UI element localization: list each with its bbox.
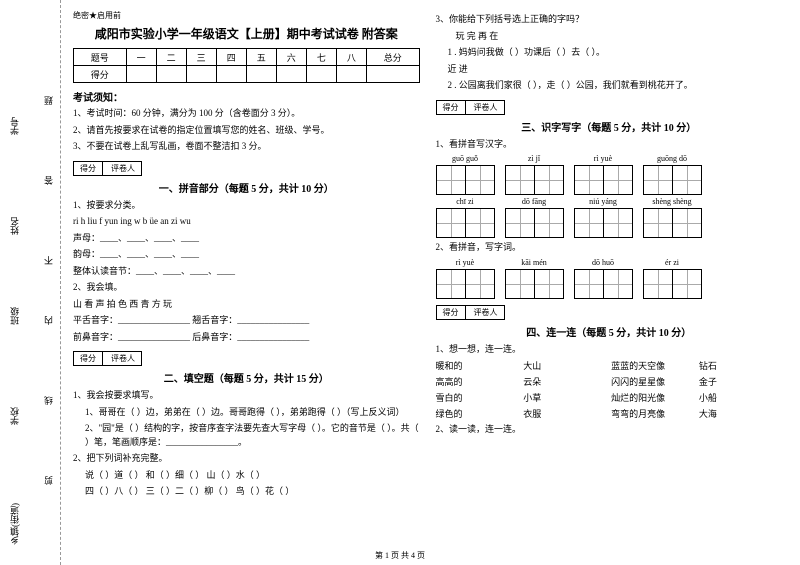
char-box[interactable] [643, 165, 672, 195]
right-column: 3、你能给下列括号选上正确的字吗？ 玩 完 再 在 1 . 妈妈问我做（ ）功课… [428, 10, 791, 545]
char-box[interactable] [436, 208, 465, 238]
char-grid-row: guō guǒ zì jǐ rì yuè guōng dō [436, 154, 783, 195]
notice-header: 考试须知： [73, 89, 420, 104]
char-box[interactable] [505, 165, 534, 195]
section-2-title: 二、填空题（每题 5 分，共计 15 分） [73, 370, 420, 385]
sidebar-marker-4: 不 [42, 256, 55, 265]
blank-line: 说（ ）道（ ） 和（ ）细（ ） 山（ ）水（ ） [85, 469, 420, 483]
char-box[interactable] [436, 165, 465, 195]
q-text: 1、看拼音写汉字。 [436, 138, 783, 152]
char-box[interactable] [534, 269, 564, 299]
char-box[interactable] [672, 269, 702, 299]
char-box[interactable] [465, 208, 495, 238]
section-1-title: 一、拼音部分（每题 5 分，共计 10 分） [73, 180, 420, 195]
sidebar-name: 姓名 [8, 217, 21, 235]
blank-line: 四（ ）八（ ） 三（ ）二（ ）柳（ ） 鸟（ ）花（ ） [85, 485, 420, 499]
char-box[interactable] [603, 208, 633, 238]
pinyin-list: ri h liu f yun ing w b üe an zi wu [73, 215, 420, 229]
char-box[interactable] [672, 208, 702, 238]
q-text: 1、想一想，连一连。 [436, 343, 783, 357]
th: 二 [156, 49, 186, 66]
th: 三 [186, 49, 216, 66]
char-box[interactable] [672, 165, 702, 195]
binding-sidebar: 乡镇(街道) 学校 班级 姓名 学号 剪 线 内 不 答 题 [0, 0, 61, 565]
q-text: 2、我会填。 [73, 281, 420, 295]
sidebar-id: 学号 [8, 117, 21, 135]
blank-line: 前鼻音字：________________ 后鼻音字：_____________… [73, 331, 420, 345]
score-box: 得分 评卷人 [73, 161, 142, 176]
char-grid-row: chī zi dō fāng niú yáng shèng shèng [436, 197, 783, 238]
q-text: 3、你能给下列括号选上正确的字吗？ [436, 13, 783, 27]
sidebar-marker-2: 线 [42, 396, 55, 405]
section-4-title: 四、连一连（每题 5 分，共计 10 分） [436, 324, 783, 339]
sidebar-marker-6: 题 [42, 96, 55, 105]
th: 五 [246, 49, 276, 66]
score-box: 得分 评卷人 [73, 351, 142, 366]
char-box[interactable] [534, 165, 564, 195]
th: 七 [306, 49, 336, 66]
char-box[interactable] [465, 165, 495, 195]
match-row: 绿色的衣服弯弯的月亮像大海 [436, 407, 783, 420]
blank-line: 整体认读音节：____、____、____、____ [73, 265, 420, 279]
td: 得分 [74, 66, 127, 83]
char-list: 山 看 声 拍 色 西 青 方 玩 [73, 298, 420, 312]
char-box[interactable] [505, 269, 534, 299]
q-text: 1、我会按要求填写。 [73, 389, 420, 403]
char-box[interactable] [534, 208, 564, 238]
left-column: 绝密★启用前 咸阳市实验小学一年级语文【上册】期中考试试卷 附答案 题号 一 二… [65, 10, 428, 545]
page-footer: 第 1 页 共 4 页 [0, 550, 800, 561]
th: 一 [126, 49, 156, 66]
blank-line: 2 . 公园离我们家很（ ），走（ ）公园，我们就看到桃花开了。 [448, 79, 783, 93]
char-box[interactable] [574, 208, 603, 238]
notice-item: 2、请首先按要求在试卷的指定位置填写您的姓名、班级、学号。 [73, 124, 420, 138]
score-box: 得分 评卷人 [436, 305, 505, 320]
sidebar-marker-3: 内 [42, 316, 55, 325]
sidebar-marker-5: 答 [42, 176, 55, 185]
classified-label: 绝密★启用前 [73, 10, 420, 21]
char-grid-row: rì yuè kāi mén dō huō ér zi [436, 258, 783, 299]
char-box[interactable] [465, 269, 495, 299]
th: 总分 [366, 49, 419, 66]
char-box[interactable] [643, 208, 672, 238]
q-text: 2、看拼音，写字词。 [436, 241, 783, 255]
char-box[interactable] [603, 165, 633, 195]
sidebar-school: 学校 [8, 407, 21, 425]
char-box[interactable] [574, 165, 603, 195]
th: 六 [276, 49, 306, 66]
char-box[interactable] [574, 269, 603, 299]
q-text: 1、按要求分类。 [73, 199, 420, 213]
sub-q: 2、"园"是（ ）结构的字，按音序查字法要先查大写字母（ ）。它的音节是（ ）。… [85, 422, 420, 449]
char-box[interactable] [436, 269, 465, 299]
char-box[interactable] [505, 208, 534, 238]
sidebar-marker-1: 剪 [42, 476, 55, 485]
notice-item: 3、不要在试卷上乱写乱画，卷面不整洁扣 3 分。 [73, 140, 420, 154]
q-text: 2、读一读，连一连。 [436, 423, 783, 437]
main-content: 绝密★启用前 咸阳市实验小学一年级语文【上册】期中考试试卷 附答案 题号 一 二… [65, 10, 790, 545]
score-table: 题号 一 二 三 四 五 六 七 八 总分 得分 [73, 48, 420, 83]
char-box[interactable] [603, 269, 633, 299]
blank-line: 韵母：____、____、____、____ [73, 248, 420, 262]
th: 题号 [74, 49, 127, 66]
blank-line: 声母：____、____、____、____ [73, 232, 420, 246]
char-options: 玩 完 再 在 [456, 30, 783, 44]
sidebar-class: 班级 [8, 307, 21, 325]
th: 四 [216, 49, 246, 66]
table-row: 题号 一 二 三 四 五 六 七 八 总分 [74, 49, 420, 66]
table-row: 得分 [74, 66, 420, 83]
match-row: 雪白的小草灿烂的阳光像小船 [436, 391, 783, 404]
notice-item: 1、考试时间：60 分钟，满分为 100 分（含卷面分 3 分）。 [73, 107, 420, 121]
char-box[interactable] [643, 269, 672, 299]
blank-line: 1 . 妈妈问我做（ ）功课后（ ）去（ ）。 [448, 46, 783, 60]
exam-title: 咸阳市实验小学一年级语文【上册】期中考试试卷 附答案 [73, 25, 420, 42]
section-3-title: 三、识字写字（每题 5 分，共计 10 分） [436, 119, 783, 134]
blank-line: 近 进 [448, 63, 783, 77]
match-row: 高高的云朵闪闪的星星像金子 [436, 375, 783, 388]
th: 八 [336, 49, 366, 66]
match-row: 暖和的大山蓝蓝的天空像钻石 [436, 359, 783, 372]
q-text: 2、把下列词补充完整。 [73, 452, 420, 466]
blank-line: 平舌音字：________________ 翘舌音字：_____________… [73, 314, 420, 328]
sub-q: 1、哥哥在（ ）边，弟弟在（ ）边。哥哥跑得（ ），弟弟跑得（ ）（写上反义词） [85, 406, 420, 420]
score-box: 得分 评卷人 [436, 100, 505, 115]
sidebar-township: 乡镇(街道) [8, 503, 21, 545]
